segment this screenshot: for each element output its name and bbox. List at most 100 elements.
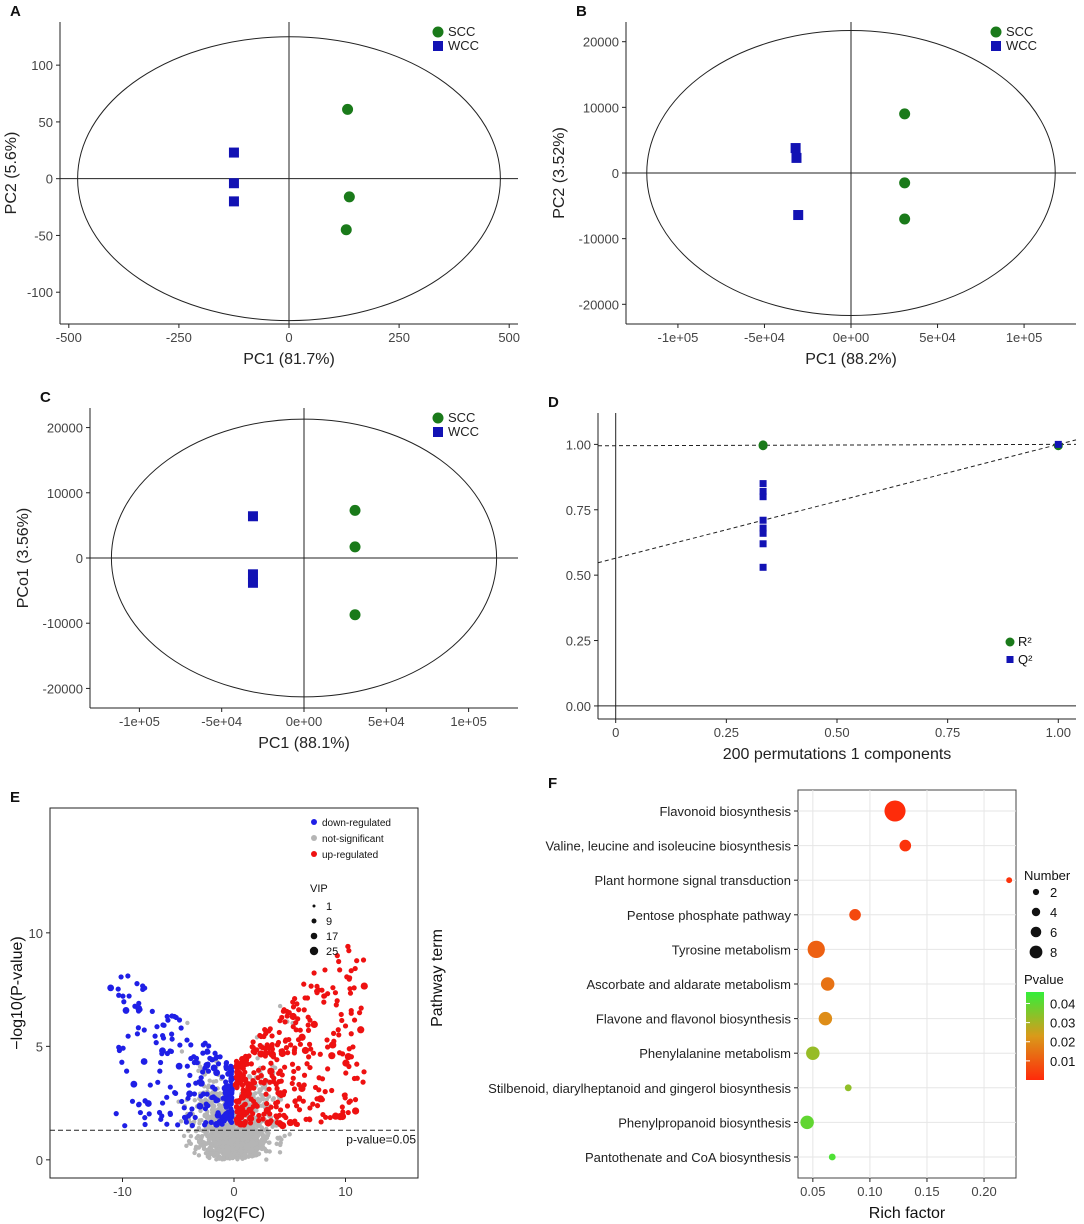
x-tick-label: 1e+05 [1006, 330, 1043, 345]
point-up-regulated [352, 965, 358, 972]
point-down-regulated [152, 1033, 158, 1039]
size-legend-marker [1032, 888, 1040, 896]
point-up-regulated [276, 1029, 282, 1036]
point-up-regulated [327, 1114, 333, 1121]
point-up-regulated [348, 1010, 354, 1016]
x-tick-label: 0.25 [714, 725, 739, 740]
point-down-regulated [224, 1112, 230, 1118]
point-down-regulated [169, 1013, 175, 1019]
point-down-regulated [200, 1050, 206, 1056]
point-up-regulated [277, 1018, 283, 1024]
point-up-regulated [298, 1084, 306, 1093]
point-not-significant [206, 1124, 211, 1130]
point-up-regulated [303, 1116, 309, 1122]
point-up-regulated [275, 1039, 282, 1046]
point-r2 [758, 440, 768, 450]
size-legend-label: 17 [326, 931, 338, 943]
point-up-regulated [255, 1075, 261, 1081]
point-not-significant [196, 1068, 201, 1074]
y-tick-label: 0 [612, 166, 619, 181]
point-not-significant [255, 1151, 261, 1156]
point-up-regulated [289, 1012, 297, 1021]
point-up-regulated [318, 1119, 324, 1125]
point-down-regulated [202, 1065, 208, 1071]
point-not-significant [229, 1141, 234, 1146]
point-not-significant [224, 1131, 230, 1137]
point-up-regulated [332, 1112, 340, 1120]
point-up-regulated [276, 1090, 284, 1098]
point-not-significant [204, 1115, 210, 1121]
point-up-regulated [329, 1041, 337, 1049]
point-down-regulated [136, 1101, 142, 1107]
point-down-regulated [228, 1112, 234, 1118]
point-not-significant [264, 1135, 270, 1141]
legend-marker-scc [432, 26, 444, 38]
point-up-regulated [289, 1061, 296, 1067]
x-tick-label: 0.10 [857, 1184, 882, 1199]
point-down-regulated [212, 1050, 218, 1056]
point-down-regulated [175, 1062, 183, 1070]
point-down-regulated [225, 1096, 233, 1104]
point-down-regulated [134, 981, 140, 987]
point-up-regulated [274, 1114, 280, 1120]
x-tick-label: 1e+05 [450, 714, 487, 729]
point-not-significant [258, 1092, 264, 1097]
point-up-regulated [250, 1103, 256, 1110]
point-up-regulated [273, 1104, 279, 1110]
y-axis-label: PC2 (3.52%) [551, 127, 568, 219]
size-legend-marker [311, 918, 317, 924]
point-down-regulated [126, 993, 132, 999]
point-down-regulated [169, 1031, 175, 1037]
point-up-regulated [267, 1069, 273, 1075]
point-up-regulated [268, 1060, 274, 1066]
y-tick-label: -100 [27, 285, 53, 300]
point-down-regulated [155, 1079, 161, 1085]
legend-marker-wcc [991, 41, 1001, 51]
color-legend-label: 0.04 [1050, 996, 1075, 1011]
point-not-significant [191, 1119, 197, 1124]
point-up-regulated [301, 1046, 310, 1055]
point-up-regulated [354, 1075, 360, 1081]
point-not-significant [270, 1124, 275, 1129]
point-down-regulated [223, 1059, 230, 1066]
point-not-significant [215, 1132, 221, 1137]
point-not-significant [255, 1056, 260, 1061]
point-not-significant [252, 1121, 257, 1126]
legend-label: WCC [448, 424, 479, 439]
pathway-bubble [800, 1115, 814, 1130]
legend-label: SCC [448, 410, 475, 425]
point-up-regulated [330, 1030, 337, 1036]
point-down-regulated [167, 1110, 173, 1116]
point-up-regulated [347, 990, 354, 996]
point-up-regulated [352, 1107, 360, 1115]
legend-label: SCC [448, 24, 475, 39]
point-scc [899, 177, 911, 189]
point-up-regulated [250, 1049, 256, 1055]
point-not-significant [197, 1064, 203, 1069]
point-up-regulated [321, 999, 327, 1005]
point-q2 [759, 516, 767, 524]
point-down-regulated [173, 1090, 179, 1096]
point-down-regulated [121, 999, 127, 1005]
y-tick-label: -20000 [43, 681, 83, 696]
point-up-regulated [301, 1007, 307, 1013]
point-scc [342, 103, 354, 115]
size-legend-label: 4 [1050, 905, 1057, 920]
point-down-regulated [228, 1066, 235, 1072]
point-up-regulated [306, 1041, 313, 1047]
x-tick-label: 0 [285, 330, 292, 345]
point-not-significant [240, 1156, 245, 1161]
size-legend-title: Number [1024, 868, 1071, 883]
point-up-regulated [308, 1046, 314, 1052]
point-up-regulated [247, 1120, 254, 1126]
point-up-regulated [269, 1033, 275, 1039]
size-legend-title: VIP [310, 883, 328, 895]
size-legend-marker [312, 904, 316, 908]
point-up-regulated [277, 1121, 283, 1127]
point-up-regulated [356, 1010, 363, 1016]
point-not-significant [192, 1150, 197, 1156]
point-up-regulated [285, 1050, 291, 1056]
point-down-regulated [134, 1031, 141, 1037]
point-up-regulated [266, 1086, 272, 1092]
